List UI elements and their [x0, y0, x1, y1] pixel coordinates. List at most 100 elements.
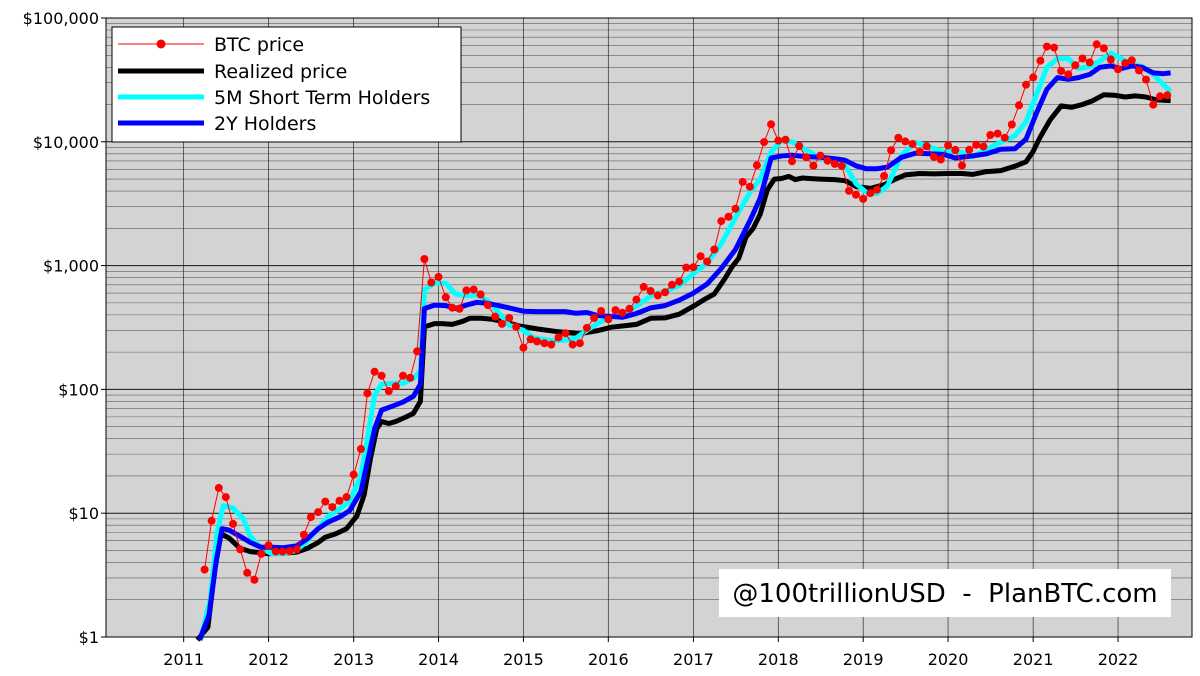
data-point-btc-price: [370, 367, 379, 376]
data-point-btc-price: [335, 496, 344, 505]
data-point-btc-price: [1022, 80, 1030, 89]
data-point-btc-price: [590, 314, 599, 322]
data-point-btc-price: [448, 303, 457, 312]
data-point-btc-price: [604, 315, 613, 324]
x-tick-label: 2011: [163, 650, 204, 669]
data-point-btc-price: [653, 291, 662, 300]
data-point-btc-price: [243, 568, 252, 577]
data-point-btc-price: [427, 278, 436, 287]
data-point-btc-price: [1099, 44, 1108, 53]
data-point-btc-price: [760, 138, 769, 147]
data-point-btc-price: [668, 280, 676, 289]
data-point-btc-price: [1078, 54, 1087, 63]
data-point-btc-price: [809, 161, 818, 170]
data-point-btc-price: [306, 513, 315, 522]
data-point-btc-price: [781, 135, 790, 144]
data-point-btc-price: [299, 530, 308, 539]
data-point-btc-price: [859, 194, 868, 203]
data-point-btc-price: [314, 508, 323, 517]
legend-entry-5m-short-term-holders: 5M Short Term Holders: [118, 87, 430, 109]
series-btc-price: [200, 40, 1172, 584]
data-point-btc-price: [646, 287, 655, 295]
data-point-btc-price: [434, 272, 443, 281]
y-tick-label: $100: [58, 380, 99, 399]
data-point-btc-price: [972, 140, 981, 149]
data-point-btc-price: [894, 133, 903, 142]
data-point-btc-price: [328, 503, 337, 512]
legend-entry-2y-holders: 2Y Holders: [118, 113, 316, 135]
data-point-btc-price: [993, 129, 1002, 138]
data-point-btc-price: [278, 547, 287, 556]
data-point-btc-price: [710, 245, 719, 254]
data-point-btc-price: [696, 252, 705, 261]
data-point-btc-price: [1127, 56, 1136, 65]
data-point-btc-price: [986, 131, 995, 139]
data-point-btc-price: [625, 304, 634, 313]
data-point-btc-price: [1029, 73, 1038, 82]
x-tick-label: 2013: [333, 650, 374, 669]
data-point-btc-price: [257, 549, 266, 558]
legend-label-2y-holders: 2Y Holders: [214, 113, 316, 135]
data-point-btc-price: [830, 159, 839, 168]
series-layer: [195, 40, 1173, 642]
x-tick-label: 2012: [248, 650, 289, 669]
data-point-btc-price: [547, 340, 556, 349]
data-point-btc-price: [724, 212, 733, 221]
data-point-btc-price: [214, 483, 223, 492]
data-point-btc-price: [391, 382, 400, 391]
data-point-btc-price: [823, 156, 832, 165]
data-point-btc-price: [1050, 43, 1059, 52]
plot-frame: [105, 17, 1193, 638]
data-point-btc-price: [682, 263, 691, 272]
y-tick-label: $10,000: [33, 133, 99, 152]
data-point-btc-price: [469, 285, 478, 294]
y-tick-label: $100,000: [23, 9, 99, 28]
x-tick-label: 2019: [843, 650, 884, 669]
data-point-btc-price: [951, 145, 960, 154]
data-point-btc-price: [221, 493, 230, 502]
data-point-btc-price: [1057, 67, 1066, 75]
data-point-btc-price: [321, 497, 330, 506]
data-point-btc-price: [845, 186, 853, 195]
data-point-btc-price: [1149, 100, 1158, 109]
data-point-btc-price: [342, 493, 351, 502]
series-line-2y-holders: [197, 63, 1171, 641]
data-point-btc-price: [767, 120, 776, 129]
data-point-btc-price: [922, 142, 931, 151]
data-point-btc-price: [420, 255, 429, 263]
data-point-btc-price: [908, 140, 917, 148]
axis-layer: 2011 2012 2013 2014 2015 2016 2017 2018 2019 2020…: [23, 9, 1139, 669]
data-point-btc-price: [377, 371, 386, 380]
data-point-btc-price: [872, 185, 881, 194]
data-point-btc-price: [207, 516, 216, 525]
data-point-btc-price: [1015, 101, 1023, 110]
data-point-btc-price: [1071, 61, 1080, 70]
data-point-btc-price: [1114, 65, 1122, 74]
data-point-btc-price: [1064, 70, 1073, 79]
legend: BTC price Realized price 5M Short Term H…: [111, 26, 462, 143]
data-point-btc-price: [880, 172, 889, 180]
data-point-btc-price: [533, 337, 542, 346]
data-point-btc-price: [1036, 56, 1045, 65]
data-point-btc-price: [540, 339, 549, 348]
x-tick-label: 2020: [928, 650, 969, 669]
data-point-btc-price: [575, 339, 584, 348]
x-tick-label: 2014: [418, 650, 459, 669]
data-point-btc-price: [979, 142, 988, 151]
data-point-btc-price: [774, 136, 783, 145]
data-point-btc-price: [519, 343, 528, 352]
data-point-btc-price: [639, 282, 648, 291]
y-tick-label: $1,000: [43, 257, 99, 276]
data-point-btc-price: [476, 290, 485, 299]
data-point-btc-price: [1085, 58, 1094, 67]
data-point-btc-price: [936, 155, 945, 164]
data-point-btc-price: [455, 304, 464, 313]
legend-marker-btc-price: [156, 39, 166, 49]
data-point-btc-price: [554, 333, 563, 342]
data-point-btc-price: [618, 308, 627, 317]
series-line-5m-short-term-holders: [198, 50, 1173, 641]
data-point-btc-price: [958, 161, 966, 170]
data-point-btc-price: [250, 575, 259, 584]
